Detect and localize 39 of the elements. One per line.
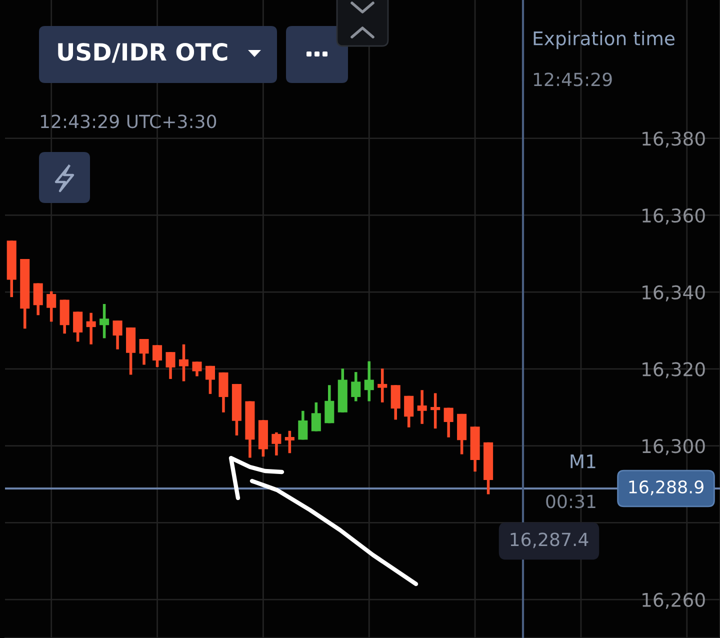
candlestick <box>272 430 282 457</box>
y-tick-label: 16,260 <box>642 592 705 609</box>
candlestick <box>444 406 454 439</box>
candlestick <box>298 409 308 442</box>
candlestick <box>430 392 440 430</box>
candlestick <box>311 401 321 433</box>
candlestick <box>284 429 294 455</box>
annotation: Expiration time <box>534 30 674 50</box>
candlestick <box>378 367 388 404</box>
candlestick <box>390 384 400 422</box>
candlestick <box>33 282 43 317</box>
annotation: 16,287.4 <box>510 532 588 548</box>
candlestick <box>100 302 110 340</box>
y-tick-label: 16,320 <box>642 362 705 378</box>
candlestick <box>417 388 427 426</box>
candlestick <box>73 310 83 344</box>
candlestick <box>205 364 215 396</box>
candlestick <box>404 394 414 429</box>
candlestick <box>178 342 189 383</box>
candlestick <box>351 370 361 403</box>
ref-line-label: 16,288.9 <box>629 480 704 496</box>
candlestick <box>364 360 374 403</box>
text: USD/IDR OTC <box>58 42 228 63</box>
text: 12:43:29 UTC+3:30 <box>40 114 216 128</box>
candlestick <box>192 360 202 378</box>
annotation: M1 <box>570 454 596 468</box>
annotation: 00:31 <box>546 494 596 508</box>
y-tick-label: 16,360 <box>642 208 705 225</box>
candlestick <box>139 338 149 366</box>
y-tick-label: 16,300 <box>642 439 705 456</box>
candlestick <box>112 319 122 351</box>
candlestick <box>324 384 334 425</box>
annotation: 12:45:29 <box>534 72 612 86</box>
candlestick <box>46 290 56 324</box>
candlestick <box>152 344 162 368</box>
y-tick-label: 16,340 <box>642 285 705 302</box>
y-tick-label: 16,380 <box>642 132 705 148</box>
candlestick <box>166 350 176 380</box>
candlestick <box>86 311 96 346</box>
